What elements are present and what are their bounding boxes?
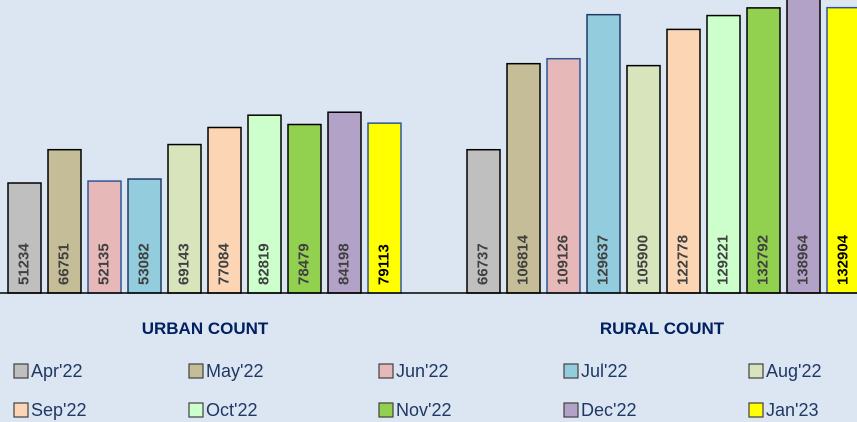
data-label: 66751 [55, 243, 72, 285]
legend-label: Oct'22 [206, 400, 257, 420]
legend-label: Apr'22 [31, 361, 82, 381]
data-label: 78479 [295, 243, 312, 285]
data-label: 52135 [95, 243, 112, 285]
bar [586, 13, 621, 294]
data-label: 129221 [714, 235, 731, 285]
data-label: 53082 [135, 243, 152, 285]
data-label: 105900 [634, 235, 651, 285]
data-label: 84198 [335, 243, 352, 285]
data-label: 138964 [794, 234, 811, 285]
bar [706, 14, 741, 294]
bar [786, 0, 821, 294]
category-label: RURAL COUNT [600, 319, 725, 338]
legend-label: Dec'22 [581, 400, 636, 420]
legend-label: Aug'22 [766, 361, 822, 381]
data-label: 109126 [554, 235, 571, 285]
data-label: 51234 [15, 243, 32, 285]
data-label: 132904 [834, 234, 851, 285]
legend-swatch [378, 402, 394, 418]
legend-swatch [563, 402, 579, 418]
legend-swatch [13, 363, 29, 379]
legend-label: May'22 [206, 361, 263, 381]
legend-label: Sep'22 [31, 400, 87, 420]
data-label: 79113 [375, 244, 392, 285]
data-label: 122778 [674, 235, 691, 285]
bar [666, 28, 701, 294]
bar [207, 126, 242, 294]
bar [367, 122, 402, 294]
category-label: URBAN COUNT [142, 319, 269, 338]
legend-swatch [378, 363, 394, 379]
bar [506, 62, 541, 294]
bar [47, 148, 82, 294]
legend-swatch [188, 402, 204, 418]
bar [466, 148, 501, 294]
legend-label: Nov'22 [396, 400, 451, 420]
data-label: 69143 [175, 243, 192, 285]
legend-label: Jul'22 [581, 361, 627, 381]
legend-label: Jan'23 [766, 400, 818, 420]
data-label: 82819 [255, 243, 272, 285]
bar [7, 182, 42, 294]
bar [287, 123, 322, 294]
data-label: 77084 [215, 243, 232, 285]
data-label: 106814 [514, 234, 531, 285]
data-label: 129637 [594, 235, 611, 285]
data-label: 66737 [474, 243, 491, 285]
bar [746, 7, 781, 294]
legend-swatch [563, 363, 579, 379]
legend-swatch [13, 402, 29, 418]
legend-swatch [188, 363, 204, 379]
bar [826, 6, 857, 294]
legend-label: Jun'22 [396, 361, 448, 381]
data-label: 132792 [754, 235, 771, 285]
legend-swatch [748, 363, 764, 379]
bar [127, 178, 162, 294]
legend-swatch [748, 402, 764, 418]
